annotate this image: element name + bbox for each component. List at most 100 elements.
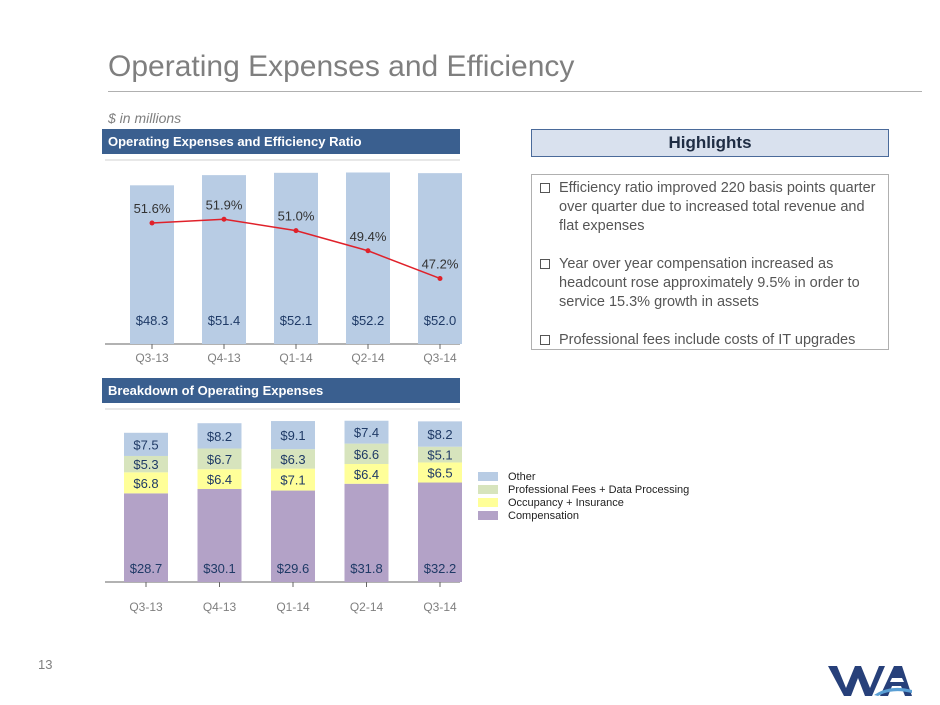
stacked-segment-label: $31.8 [350, 561, 383, 576]
stacked-segment-other [271, 421, 315, 450]
expense-bar-label: $52.1 [280, 313, 313, 328]
stacked-segment-professional [124, 455, 168, 473]
expense-bar [346, 172, 390, 344]
x-tick-label: Q1-14 [276, 600, 310, 614]
stacked-segment-occupancy [124, 472, 168, 494]
stacked-segment-other [197, 423, 242, 449]
x-tick-label: Q3-14 [423, 351, 457, 365]
x-tick-label: Q3-14 [423, 600, 457, 614]
checkbox-bullet-icon [540, 183, 550, 193]
stacked-segment-label: $9.1 [280, 428, 305, 443]
stacked-segment-label: $7.4 [354, 425, 379, 440]
stacked-segment-label: $8.2 [427, 427, 452, 442]
highlight-text: Year over year compensation increased as… [559, 256, 860, 310]
stacked-segment-professional [271, 449, 315, 469]
legend-swatch-occupancy [478, 498, 498, 507]
legend-label: Professional Fees + Data Processing [508, 483, 690, 496]
stacked-segment-other [418, 421, 462, 447]
stacked-segment-label: $5.1 [427, 448, 452, 463]
stacked-segment-label: $30.1 [203, 561, 236, 576]
legend-item-other: Other [478, 470, 689, 483]
stacked-segment-compensation [124, 493, 168, 582]
expense-bar [274, 172, 318, 344]
legend-item-occupancy: Occupancy + Insurance [478, 496, 689, 509]
x-tick-label: Q1-14 [279, 351, 313, 365]
stacked-segment-label: $7.1 [280, 473, 305, 488]
efficiency-ratio-label: 51.9% [206, 197, 243, 212]
legend-swatch-professional [478, 485, 498, 494]
checkbox-bullet-icon [540, 259, 550, 269]
units-note: $ in millions [108, 110, 182, 126]
highlight-bullet: Year over year compensation increased as… [540, 255, 882, 312]
stacked-segment-professional [418, 446, 462, 463]
x-tick-label: Q3-13 [135, 351, 169, 365]
stacked-segment-occupancy [271, 468, 315, 491]
stacked-segment-occupancy [418, 462, 462, 483]
checkbox-bullet-icon [540, 335, 550, 345]
efficiency-ratio-label: 49.4% [350, 229, 387, 244]
stacked-segment-label: $6.6 [354, 447, 379, 462]
title-divider [108, 91, 922, 92]
stacked-segment-professional [344, 443, 389, 464]
efficiency-ratio-point [293, 228, 299, 234]
breakdown-legend: Other Professional Fees + Data Processin… [478, 470, 689, 522]
expense-bar [130, 185, 174, 344]
efficiency-ratio-label: 51.0% [278, 209, 315, 224]
slide-title: Operating Expenses and Efficiency [108, 50, 575, 83]
legend-item-compensation: Compensation [478, 509, 689, 522]
stacked-segment-other [344, 420, 389, 444]
chart-header-breakdown: Breakdown of Operating Expenses [102, 378, 460, 403]
stacked-segment-label: $6.7 [207, 452, 232, 467]
stacked-segment-compensation [418, 482, 462, 582]
expense-bar [202, 175, 246, 344]
stacked-segment-compensation [271, 490, 315, 582]
legend-swatch-other [478, 472, 498, 481]
stacked-segment-occupancy [344, 463, 389, 484]
stacked-segment-label: $6.4 [207, 472, 232, 487]
expense-bar-label: $52.2 [352, 313, 385, 328]
stacked-segment-label: $28.7 [130, 561, 163, 576]
stacked-segment-professional [197, 448, 242, 470]
highlights-header: Highlights [531, 129, 889, 157]
legend-item-professional: Professional Fees + Data Processing [478, 483, 689, 496]
stacked-segment-label: $5.3 [133, 457, 158, 472]
stacked-segment-label: $8.2 [207, 429, 232, 444]
western-alliance-logo [828, 666, 912, 696]
efficiency-ratio-point [437, 275, 443, 281]
x-tick-label: Q2-14 [351, 351, 385, 365]
efficiency-ratio-point [221, 216, 227, 222]
legend-swatch-compensation [478, 511, 498, 520]
stacked-segment-compensation [197, 489, 242, 582]
efficiency-ratio-label: 47.2% [422, 256, 459, 271]
x-tick-label: Q3-13 [129, 600, 163, 614]
expense-bar [418, 173, 462, 344]
highlight-text: Efficiency ratio improved 220 basis poin… [559, 180, 876, 234]
stacked-segment-label: $6.4 [354, 467, 379, 482]
highlights-box: Efficiency ratio improved 220 basis poin… [531, 174, 889, 350]
stacked-segment-label: $6.3 [280, 452, 305, 467]
x-tick-label: Q4-13 [203, 600, 237, 614]
stacked-segment-label: $6.5 [427, 465, 452, 480]
expense-bar-label: $52.0 [424, 313, 457, 328]
expense-bar-label: $51.4 [208, 313, 241, 328]
highlight-bullet: Efficiency ratio improved 220 basis poin… [540, 179, 882, 236]
page-number: 13 [38, 657, 53, 672]
chart-header-efficiency: Operating Expenses and Efficiency Ratio [102, 129, 460, 154]
stacked-segment-occupancy [197, 469, 242, 490]
expense-bar-label: $48.3 [136, 313, 169, 328]
highlight-bullet: Professional fees include costs of IT up… [540, 331, 882, 350]
legend-label: Compensation [508, 509, 579, 522]
efficiency-ratio-point [149, 220, 155, 226]
efficiency-ratio-label: 51.6% [134, 201, 171, 216]
legend-label: Other [508, 470, 536, 483]
stacked-segment-label: $32.2 [424, 561, 457, 576]
stacked-segment-label: $6.8 [133, 476, 158, 491]
stacked-segment-compensation [344, 483, 389, 582]
legend-label: Occupancy + Insurance [508, 496, 624, 509]
x-tick-label: Q4-13 [207, 351, 241, 365]
highlight-text: Professional fees include costs of IT up… [559, 332, 856, 348]
x-tick-label: Q2-14 [350, 600, 384, 614]
stacked-segment-label: $29.6 [277, 561, 310, 576]
stacked-segment-other [124, 432, 168, 456]
